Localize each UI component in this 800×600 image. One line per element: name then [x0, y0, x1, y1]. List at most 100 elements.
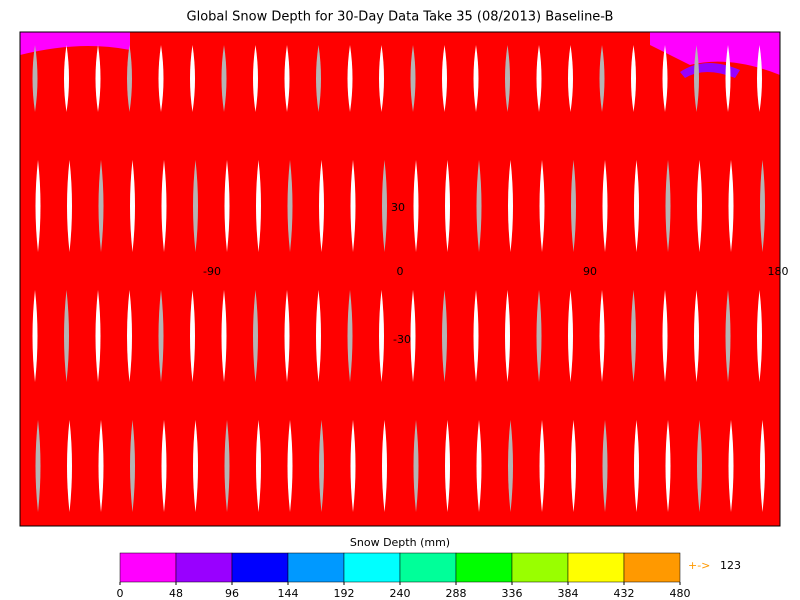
swath-gap [728, 160, 734, 252]
swath-gap [539, 420, 545, 512]
map-polar-region [20, 32, 130, 55]
colorbar-tick-label: 48 [169, 587, 183, 600]
colorbar-tick-label: 432 [614, 587, 635, 600]
colorbar-tick-label: 240 [390, 587, 411, 600]
swath-gap [728, 420, 734, 512]
swath-gap [284, 290, 290, 382]
swath-gap [662, 45, 668, 112]
map-frame [19, 31, 781, 527]
colorbar-bin [231, 552, 289, 583]
swath-gap [760, 420, 765, 512]
swath-gap [319, 420, 324, 512]
swath-gap [571, 160, 576, 252]
swath-gap [158, 45, 164, 112]
swath-gap [316, 290, 321, 382]
swath-gap [350, 160, 356, 252]
swath-gap [190, 45, 195, 112]
swath-gap [379, 45, 384, 112]
swath-gap [599, 45, 605, 112]
colorbar-bin [399, 552, 457, 583]
swath-gap [568, 45, 573, 112]
colorbar: 0 48 96 144 192 240 288 336 384 432 480 [117, 552, 691, 600]
swath-gap [382, 160, 387, 252]
swath-gaps [32, 45, 765, 512]
swath-gap [568, 290, 573, 382]
swath-gap [599, 290, 605, 382]
swath-gap [221, 290, 227, 382]
colorbar-tick-label: 144 [278, 587, 299, 600]
swath-gap [697, 420, 702, 512]
swath-gap [694, 290, 699, 382]
map-background [20, 32, 780, 526]
swath-gap [256, 160, 261, 252]
colorbar-tick-label: 384 [558, 587, 579, 600]
colorbar-bin [623, 552, 681, 583]
colorbar-tick-label: 96 [225, 587, 239, 600]
swath-gap [662, 290, 668, 382]
overflow-arrow: +-> [688, 559, 710, 572]
swath-gap [253, 290, 258, 382]
swath-gap [536, 290, 542, 382]
swath-gap [410, 290, 416, 382]
colorbar-tick-label: 336 [502, 587, 523, 600]
swath-gap [350, 420, 356, 512]
colorbar-bin [455, 552, 513, 583]
swath-gap [221, 45, 227, 112]
swath-gap [445, 160, 450, 252]
swath-gap [634, 160, 639, 252]
swath-gap [379, 290, 384, 382]
colorbar-tick-label: 288 [446, 587, 467, 600]
swath-gap [757, 45, 762, 112]
swath-gap [190, 290, 195, 382]
swath-gap [508, 160, 513, 252]
swath-gap [505, 290, 510, 382]
map-polar-region [650, 32, 780, 75]
swath-gap [410, 45, 416, 112]
swath-gap [602, 160, 608, 252]
swath-gap [319, 160, 324, 252]
swath-gap [161, 160, 167, 252]
swath-gap [224, 160, 230, 252]
swath-gap [665, 420, 671, 512]
swath-gap [725, 290, 731, 382]
swath-gap [127, 45, 132, 112]
swath-gap [442, 290, 447, 382]
swath-gap [476, 420, 482, 512]
swath-gap [760, 160, 765, 252]
swath-gap [253, 45, 258, 112]
swath-gap [413, 420, 419, 512]
swath-gap [64, 290, 69, 382]
swath-gap [95, 45, 101, 112]
swath-gap [32, 290, 38, 382]
swath-gap [130, 420, 135, 512]
swath-gap [665, 160, 671, 252]
swath-gap [158, 290, 164, 382]
swath-gap [473, 290, 479, 382]
lon-label: 180 [768, 265, 789, 278]
swath-gap [224, 420, 230, 512]
colorbar-bin [119, 552, 177, 583]
lat-label: -30 [393, 333, 411, 346]
colorbar-label: Snow Depth (mm) [350, 536, 450, 549]
swath-gap [571, 420, 576, 512]
swath-gap [347, 290, 353, 382]
swath-gap [725, 45, 731, 112]
swath-gap [287, 420, 293, 512]
swath-gap [130, 160, 135, 252]
title: Global Snow Depth for 30-Day Data Take 3… [187, 10, 614, 25]
colorbar-bin [343, 552, 401, 583]
colorbar-bin [287, 552, 345, 583]
lon-label: 0 [397, 265, 404, 278]
swath-gap [98, 160, 104, 252]
swath-gap [382, 420, 387, 512]
colorbar-tick-label: 192 [334, 587, 355, 600]
swath-gap [284, 45, 290, 112]
swath-gap [536, 45, 542, 112]
swath-gap [413, 160, 419, 252]
map [19, 31, 781, 527]
swath-gap [287, 160, 293, 252]
swath-gap [161, 420, 167, 512]
lon-label: 90 [583, 265, 597, 278]
swath-gap [67, 160, 72, 252]
